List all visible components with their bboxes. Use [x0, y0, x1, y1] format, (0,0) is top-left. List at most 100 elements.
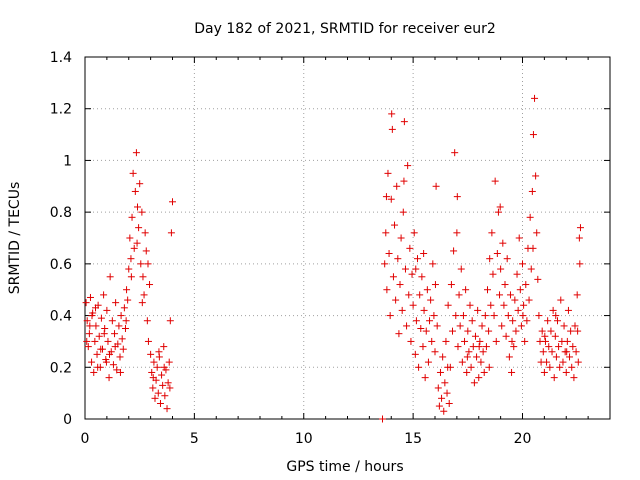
data-point: [115, 322, 123, 330]
data-point: [491, 177, 499, 185]
data-point: [135, 224, 143, 232]
data-point: [391, 221, 399, 229]
data-point: [116, 368, 124, 376]
data-point: [116, 353, 124, 361]
y-tick-label: 0.4: [50, 309, 72, 325]
data-point: [461, 337, 469, 345]
data-point: [529, 131, 537, 139]
data-point: [410, 229, 418, 237]
data-point: [389, 273, 397, 281]
data-point: [574, 358, 582, 366]
data-point: [570, 374, 578, 382]
data-point: [549, 306, 557, 314]
data-point: [481, 312, 489, 320]
data-point: [467, 363, 475, 371]
data-point: [572, 348, 580, 356]
data-point: [430, 312, 438, 320]
data-point: [104, 337, 112, 345]
data-point: [499, 239, 507, 247]
data-point: [111, 330, 119, 338]
data-point: [138, 208, 146, 216]
data-point: [466, 301, 474, 309]
x-tick-label: 5: [190, 431, 199, 447]
y-axis-label: SRMTID / TECUs: [7, 182, 23, 295]
data-point: [463, 353, 471, 361]
data-point: [88, 312, 96, 320]
data-point: [92, 322, 100, 330]
data-point: [510, 343, 518, 351]
data-point: [458, 358, 466, 366]
data-point: [385, 250, 393, 258]
data-point: [512, 327, 520, 335]
data-point: [516, 286, 524, 294]
data-point: [479, 348, 487, 356]
y-tick-label: 1.2: [50, 102, 72, 118]
data-point: [547, 327, 555, 335]
data-point: [400, 177, 408, 185]
data-point: [431, 348, 439, 356]
data-point: [515, 234, 523, 242]
y-tick-label: 0.2: [50, 360, 72, 376]
data-point: [438, 394, 446, 402]
data-point: [546, 363, 554, 371]
data-point: [551, 332, 559, 340]
data-point: [106, 350, 113, 358]
data-point: [427, 296, 435, 304]
data-point: [539, 348, 547, 356]
data-point: [382, 229, 390, 237]
data-point: [567, 327, 575, 335]
data-point: [519, 312, 527, 320]
data-point: [113, 366, 121, 374]
data-point: [420, 250, 428, 258]
data-point: [545, 343, 553, 351]
data-point: [126, 234, 134, 242]
data-point: [470, 379, 478, 387]
data-point: [150, 358, 158, 366]
data-point: [574, 327, 582, 335]
data-point: [153, 363, 161, 371]
data-point: [435, 402, 443, 410]
data-point: [559, 358, 567, 366]
data-point: [85, 330, 93, 338]
data-point: [416, 291, 424, 299]
data-point: [124, 296, 132, 304]
data-point: [146, 281, 154, 289]
data-point: [441, 379, 449, 387]
data-point: [100, 291, 108, 299]
data-point: [106, 273, 114, 281]
data-point: [544, 317, 552, 325]
data-point: [90, 368, 98, 376]
data-point: [436, 368, 444, 376]
data-point: [443, 389, 451, 397]
data-point: [418, 273, 426, 281]
data-point: [439, 353, 447, 361]
data-point: [163, 405, 171, 413]
data-point: [169, 198, 176, 206]
y-tick-label: 1: [63, 153, 72, 169]
data-point: [118, 335, 126, 343]
data-point: [120, 304, 128, 312]
data-point: [482, 343, 490, 351]
data-point: [404, 162, 412, 170]
data-point: [421, 374, 429, 382]
data-point: [396, 281, 404, 289]
data-point: [143, 317, 151, 325]
data-point: [477, 358, 485, 366]
data-point: [105, 374, 113, 382]
data-point: [144, 260, 152, 268]
data-point: [122, 317, 130, 325]
data-point: [451, 149, 459, 157]
data-point: [379, 415, 386, 423]
data-point: [142, 247, 150, 255]
data-point: [420, 306, 428, 314]
data-point: [490, 312, 498, 320]
data-point: [394, 255, 402, 263]
data-point: [548, 348, 556, 356]
data-point: [97, 345, 105, 353]
data-point: [444, 301, 452, 309]
data-point: [392, 296, 400, 304]
data-point: [424, 358, 432, 366]
data-point: [464, 327, 472, 335]
data-point: [83, 317, 91, 325]
data-point: [127, 273, 135, 281]
